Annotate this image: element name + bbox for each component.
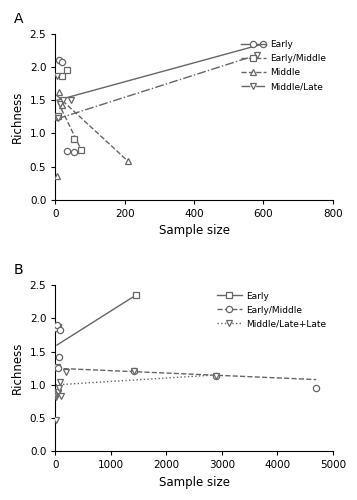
X-axis label: Sample size: Sample size xyxy=(159,476,230,489)
X-axis label: Sample size: Sample size xyxy=(159,224,230,237)
Y-axis label: Richness: Richness xyxy=(11,90,24,143)
Text: B: B xyxy=(14,263,23,277)
Y-axis label: Richness: Richness xyxy=(11,342,24,394)
Legend: Early, Early/Middle, Middle/Late+Late: Early, Early/Middle, Middle/Late+Late xyxy=(215,290,328,331)
Text: A: A xyxy=(14,12,23,26)
Legend: Early, Early/Middle, Middle, Middle/Late: Early, Early/Middle, Middle, Middle/Late xyxy=(239,38,328,93)
